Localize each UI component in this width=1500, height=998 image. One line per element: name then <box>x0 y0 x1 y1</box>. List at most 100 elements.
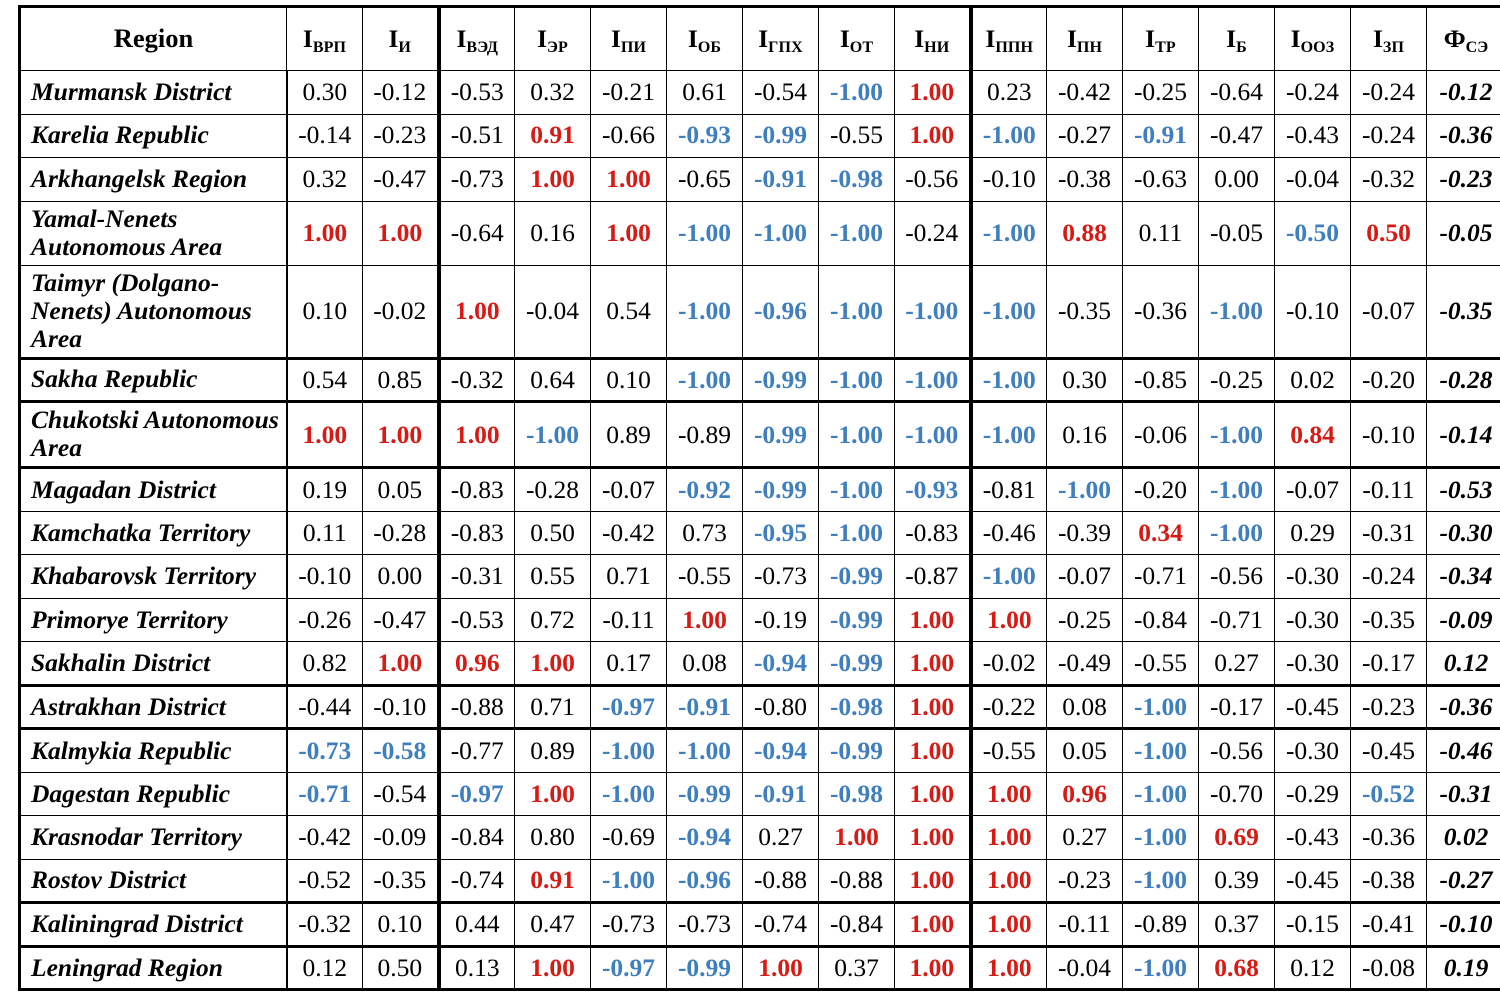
value-cell-i-gpkh: -0.80 <box>742 684 819 731</box>
value-cell-i-ppn: 1.00 <box>968 771 1047 817</box>
value-cell-i-ob: -0.89 <box>666 401 743 470</box>
value-cell-i-gpkh: -0.74 <box>742 902 819 948</box>
value-cell-i-i: -0.23 <box>362 113 439 158</box>
value-cell-i-vrp: 0.32 <box>286 157 363 202</box>
value-cell-i-ved: -0.31 <box>436 554 515 599</box>
value-cell-i-er: 0.64 <box>514 357 591 404</box>
value-cell-i-ot: -0.99 <box>818 728 895 773</box>
composite-index-cell: -0.14 <box>1426 401 1500 470</box>
value-cell-i-zp: -0.32 <box>1350 157 1427 202</box>
value-cell-i-pn: -0.27 <box>1046 113 1123 158</box>
value-cell-i-b: 0.27 <box>1198 641 1275 687</box>
value-cell-i-ni: -0.87 <box>894 554 971 599</box>
composite-index-cell: -0.27 <box>1426 858 1500 905</box>
value-cell-i-tr: -0.25 <box>1122 70 1199 115</box>
value-cell-i-pi: 0.17 <box>590 641 667 687</box>
column-header-i-gpkh: IГПХ <box>742 6 819 71</box>
value-cell-i-pn: -0.23 <box>1046 858 1123 905</box>
region-name-cell: Magadan District <box>19 467 288 512</box>
header-subscript-f-se: СЭ <box>1465 38 1489 56</box>
value-cell-i-tr: 0.34 <box>1122 510 1199 556</box>
table-row: Sakha Republic 0.54 0.85 -0.32 0.64 0.10 -1.00… <box>19 357 1500 404</box>
value-cell-i-vrp: 0.19 <box>286 467 363 512</box>
table-body: Murmansk District 0.30 -0.12 -0.53 0.32 -0.21… <box>19 70 1500 991</box>
value-cell-i-ot: -1.00 <box>818 510 895 556</box>
value-cell-i-ni: 1.00 <box>894 945 971 991</box>
value-cell-i-ni: -0.93 <box>894 467 971 512</box>
value-cell-i-vrp: 0.10 <box>286 264 363 360</box>
value-cell-i-ot: -0.99 <box>818 641 895 687</box>
composite-index-cell: 0.19 <box>1426 945 1500 991</box>
value-cell-i-ppn: 0.23 <box>968 70 1047 115</box>
value-cell-i-tr: -0.89 <box>1122 902 1199 948</box>
value-cell-i-er: 0.47 <box>514 902 591 948</box>
value-cell-i-vrp: 1.00 <box>286 401 363 470</box>
value-cell-i-pn: 0.05 <box>1046 728 1123 773</box>
value-cell-i-i: -0.35 <box>362 858 439 905</box>
header-base-i-b: I <box>1226 23 1237 53</box>
value-cell-i-b: 0.00 <box>1198 157 1275 202</box>
value-cell-i-ppn: 1.00 <box>968 858 1047 905</box>
value-cell-i-pi: -0.69 <box>590 815 667 860</box>
value-cell-i-zp: -0.52 <box>1350 771 1427 817</box>
value-cell-i-b: 0.37 <box>1198 902 1275 948</box>
value-cell-i-pn: 0.16 <box>1046 401 1123 470</box>
value-cell-i-ot: -1.00 <box>818 357 895 404</box>
value-cell-i-ooz: -0.24 <box>1274 70 1351 115</box>
value-cell-i-ppn: -0.10 <box>968 157 1047 202</box>
header-subscript-i-ot: ОТ <box>849 38 874 56</box>
value-cell-i-ooz: -0.45 <box>1274 858 1351 905</box>
composite-index-cell: -0.09 <box>1426 597 1500 643</box>
value-cell-i-pn: -0.25 <box>1046 597 1123 643</box>
composite-index-cell: -0.10 <box>1426 902 1500 948</box>
value-cell-i-i: -0.02 <box>362 264 439 360</box>
value-cell-i-ooz: -0.43 <box>1274 113 1351 158</box>
value-cell-i-ob: -0.94 <box>666 815 743 860</box>
table-row: Karelia Republic -0.14 -0.23 -0.51 0.91 -0.66… <box>19 113 1500 158</box>
header-base-i-ot: I <box>839 23 850 53</box>
value-cell-i-er: 0.72 <box>514 597 591 643</box>
table-row: Krasnodar Territory -0.42 -0.09 -0.84 0.80 -0… <box>19 815 1500 860</box>
value-cell-i-ppn: 1.00 <box>968 902 1047 948</box>
value-cell-i-pi: -1.00 <box>590 728 667 773</box>
value-cell-i-b: -1.00 <box>1198 264 1275 360</box>
value-cell-i-vrp: -0.52 <box>286 858 363 905</box>
value-cell-i-vrp: -0.32 <box>286 902 363 948</box>
composite-index-cell: -0.23 <box>1426 157 1500 202</box>
value-cell-i-pn: -0.49 <box>1046 641 1123 687</box>
header-subscript-i-ved: ВЭД <box>466 38 498 56</box>
value-cell-i-zp: -0.07 <box>1350 264 1427 360</box>
value-cell-i-ooz: -0.30 <box>1274 728 1351 773</box>
composite-index-cell: -0.12 <box>1426 70 1500 115</box>
value-cell-i-pi: -1.00 <box>590 771 667 817</box>
value-cell-i-b: -0.05 <box>1198 200 1275 266</box>
composite-index-cell: -0.30 <box>1426 510 1500 556</box>
value-cell-i-ot: -0.98 <box>818 684 895 731</box>
value-cell-i-ob: -1.00 <box>666 357 743 404</box>
region-name-cell: Leningrad Region <box>19 945 288 991</box>
value-cell-i-pn: -0.35 <box>1046 264 1123 360</box>
value-cell-i-vrp: 1.00 <box>286 200 363 266</box>
table-row: Kaliningrad District -0.32 0.10 0.44 0.47 -0.… <box>19 902 1500 948</box>
value-cell-i-ni: 1.00 <box>894 728 971 773</box>
value-cell-i-ni: 1.00 <box>894 641 971 687</box>
value-cell-i-pi: -0.97 <box>590 684 667 731</box>
header-base-i-ved: I <box>456 23 467 53</box>
header-subscript-i-tr: ТР <box>1155 38 1176 56</box>
value-cell-i-zp: -0.31 <box>1350 510 1427 556</box>
value-cell-i-ot: -1.00 <box>818 200 895 266</box>
header-base-i-vrp: I <box>302 23 313 53</box>
value-cell-i-ooz: -0.43 <box>1274 815 1351 860</box>
header-base-i-er: I <box>537 23 548 53</box>
header-base-i-zp: I <box>1372 23 1383 53</box>
table-row: Kalmykia Republic -0.73 -0.58 -0.77 0.89 -1.0… <box>19 728 1500 773</box>
region-name-cell: Murmansk District <box>19 70 288 115</box>
header-row: Region IВРП IИ IВЭД IЭР IПИ IОБ IГПХ IОТ IНИ IППН I… <box>19 6 1500 71</box>
value-cell-i-er: 0.32 <box>514 70 591 115</box>
value-cell-i-ob: -0.99 <box>666 771 743 817</box>
value-cell-i-gpkh: -1.00 <box>742 200 819 266</box>
value-cell-i-pi: 0.71 <box>590 554 667 599</box>
value-cell-i-gpkh: -0.88 <box>742 858 819 905</box>
value-cell-i-zp: -0.23 <box>1350 684 1427 731</box>
value-cell-i-b: -1.00 <box>1198 467 1275 512</box>
